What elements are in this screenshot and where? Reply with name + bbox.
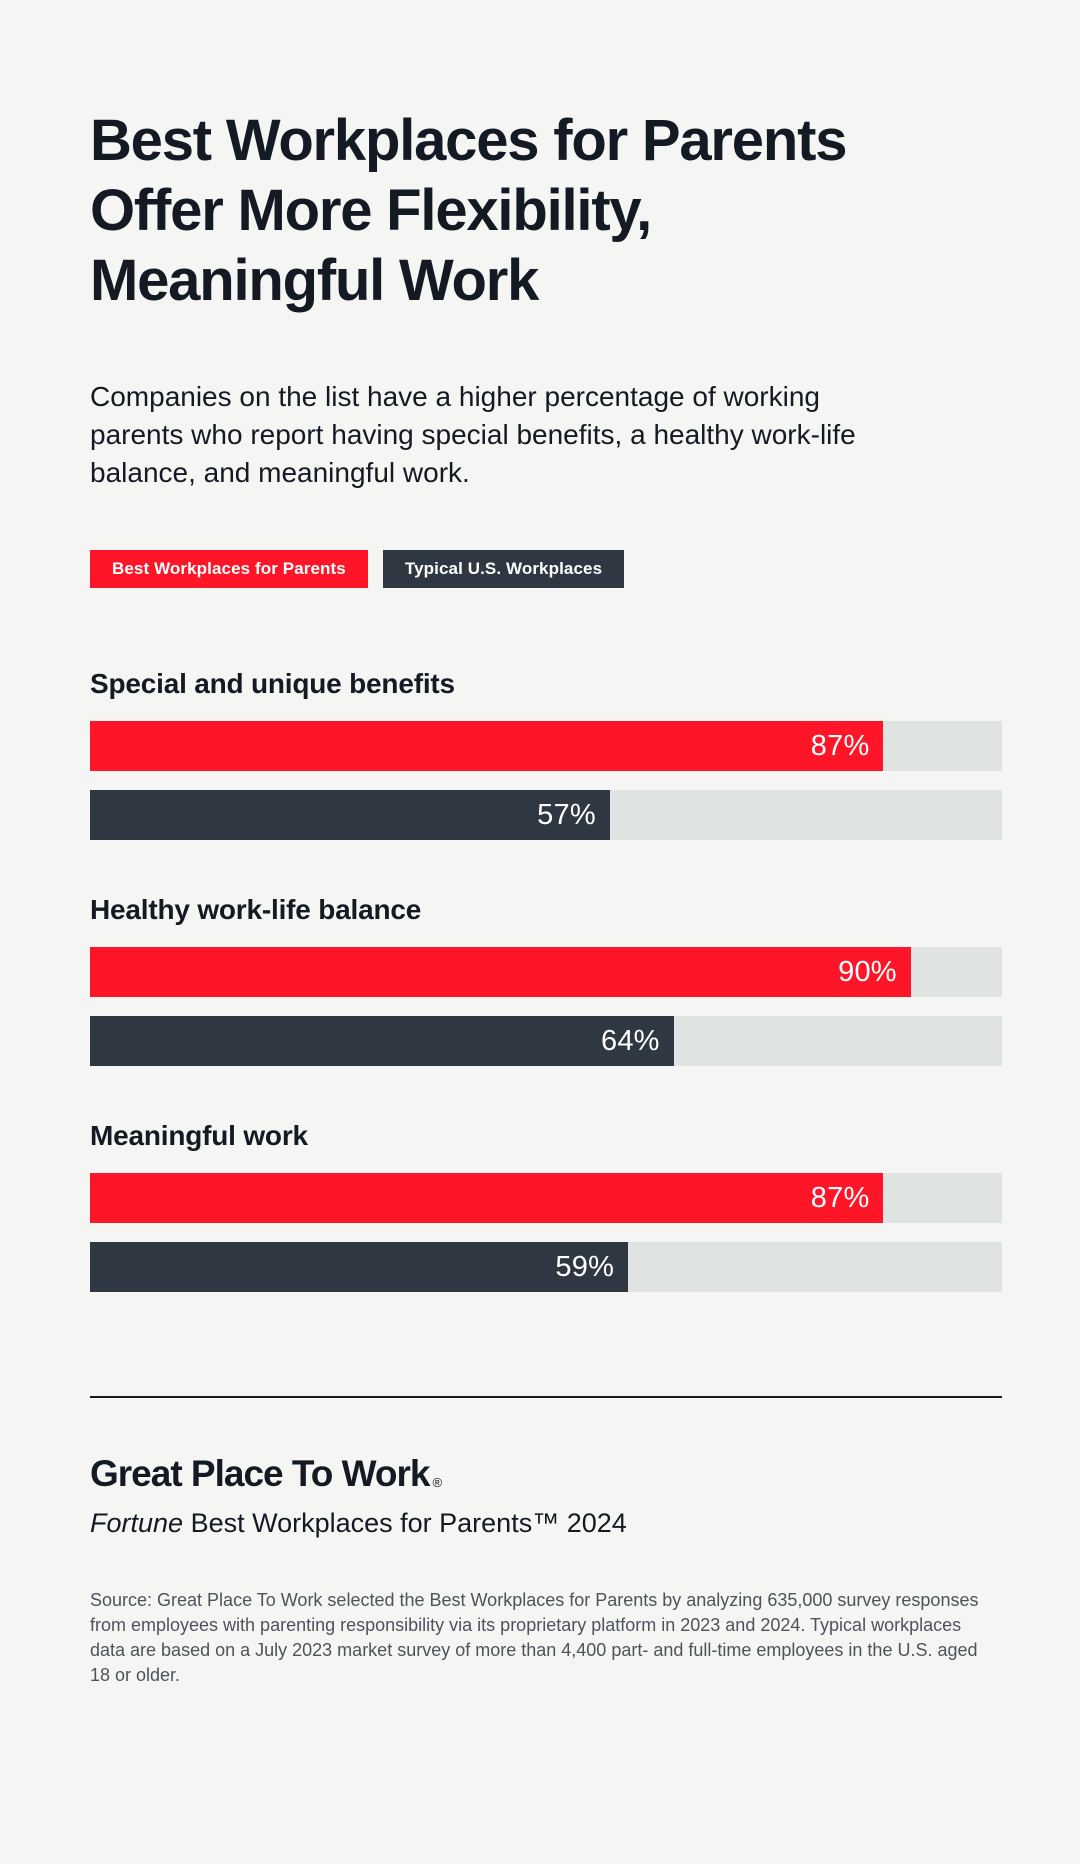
great-place-to-work-logo: Great Place To Work ® (90, 1452, 1002, 1496)
bar-best-workplaces: 87% (90, 1173, 884, 1223)
source-note: Source: Great Place To Work selected the… (90, 1590, 979, 1685)
bar-value-label: 87% (810, 1181, 870, 1214)
page-title-line: Offer More Flexibility, (90, 178, 652, 243)
bar-track: 87% (90, 721, 1002, 771)
fortune-word: Fortune (90, 1508, 184, 1538)
page-title: Best Workplaces for Parents Offer More F… (90, 106, 1002, 316)
page-subtitle: Companies on the list have a higher perc… (90, 381, 856, 488)
legend-item-typical-us-workplaces: Typical U.S. Workplaces (382, 550, 625, 588)
group-title: Special and unique benefits (90, 668, 455, 699)
bar-value-label: 57% (537, 798, 596, 831)
chart-group-meaningful-work: Meaningful work 87% 59% (90, 1118, 1002, 1292)
bar-typical-workplaces: 64% (90, 1016, 674, 1066)
page-title-line: Meaningful Work (90, 248, 539, 313)
bar-track: 90% (90, 947, 1002, 997)
bar-typical-workplaces: 57% (90, 790, 610, 840)
bar-best-workplaces: 90% (90, 947, 911, 997)
logo-wordmark: Great Place To Work (90, 1453, 430, 1494)
group-title: Healthy work-life balance (90, 894, 422, 925)
chart-legend: Best Workplaces for Parents Typical U.S.… (90, 550, 1002, 588)
list-title: Fortune Best Workplaces for Parents™ 202… (90, 1506, 1002, 1540)
list-title-rest: Best Workplaces for Parents™ 2024 (183, 1508, 627, 1538)
bar-track: 57% (90, 790, 1002, 840)
bar-value-label: 59% (555, 1250, 615, 1283)
chart-group-special-benefits: Special and unique benefits 87% 57% (90, 666, 1002, 840)
bar-track: 87% (90, 1173, 1002, 1223)
group-title: Meaningful work (90, 1120, 308, 1151)
divider (90, 1396, 1002, 1398)
bar-track: 64% (90, 1016, 1002, 1066)
bar-best-workplaces: 87% (90, 721, 884, 771)
bar-value-label: 87% (810, 729, 870, 762)
bar-value-label: 64% (601, 1024, 660, 1057)
page-title-line: Best Workplaces for Parents (90, 108, 847, 173)
registered-mark-icon: ® (432, 1475, 443, 1490)
legend-label: Best Workplaces for Parents (112, 559, 346, 578)
legend-item-best-workplaces: Best Workplaces for Parents (90, 550, 368, 588)
chart-group-work-life-balance: Healthy work-life balance 90% 64% (90, 892, 1002, 1066)
infographic-page: Best Workplaces for Parents Offer More F… (0, 106, 1080, 1864)
bar-typical-workplaces: 59% (90, 1242, 629, 1292)
legend-label: Typical U.S. Workplaces (404, 559, 603, 578)
bar-value-label: 90% (838, 955, 897, 988)
bar-track: 59% (90, 1242, 1002, 1292)
